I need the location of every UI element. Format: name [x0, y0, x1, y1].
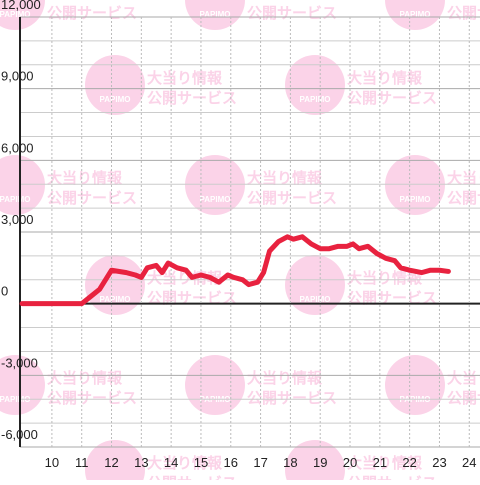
x-tick-label: 17: [253, 455, 267, 470]
watermark-brand: PAPIMO: [100, 95, 131, 104]
watermark-text: 公開サービス: [147, 90, 237, 107]
x-tick-label: 24: [462, 455, 476, 470]
watermark-text: 大当り情報: [347, 269, 423, 287]
watermark-text: 大当り情報: [247, 369, 323, 387]
y-tick-label: 6,000: [1, 140, 34, 155]
x-tick-label: 22: [402, 455, 416, 470]
watermark-text: 大当り情報: [47, 169, 123, 187]
watermark-brand: PAPIMO: [300, 295, 331, 304]
watermark-text: 大当り情報: [147, 69, 223, 87]
watermark-circle: [185, 355, 245, 415]
watermark-circle: [285, 255, 345, 315]
watermark-text: 公開サービス: [447, 5, 480, 22]
watermark-brand: PAPIMO: [0, 10, 30, 19]
watermark-text: 大当り情報: [347, 69, 423, 87]
watermark-text: 公開サービス: [247, 390, 337, 407]
watermark-circle: [285, 440, 345, 485]
watermark-brand: PAPIMO: [300, 95, 331, 104]
x-tick-label: 19: [313, 455, 327, 470]
watermark-circle: [385, 355, 445, 415]
watermark-text: 公開サービス: [247, 190, 337, 207]
x-tick-label: 15: [194, 455, 208, 470]
x-tick-label: 16: [224, 455, 238, 470]
x-tick-label: 12: [104, 455, 118, 470]
watermark-text: 公開サービス: [447, 390, 480, 407]
watermark-circle: [0, 0, 45, 30]
watermark-circle: [0, 155, 45, 215]
watermark-circle: [85, 440, 145, 485]
watermark-brand: PAPIMO: [100, 295, 131, 304]
watermark-circle: [85, 55, 145, 115]
watermark-circle: [285, 55, 345, 115]
watermark-brand: PAPIMO: [0, 395, 30, 404]
watermark-text: 公開サービス: [447, 190, 480, 207]
x-tick-label: 23: [432, 455, 446, 470]
y-tick-label: 0: [1, 284, 8, 299]
x-tick-label: 21: [373, 455, 387, 470]
x-tick-label: 13: [134, 455, 148, 470]
watermark-text: 大当り情報: [47, 0, 123, 2]
watermark-brand: PAPIMO: [200, 195, 231, 204]
watermark-text: 大当り情報: [447, 369, 480, 387]
watermark-circle: [185, 155, 245, 215]
watermark-text: 公開サービス: [147, 475, 237, 480]
watermark-text: 公開サービス: [47, 390, 137, 407]
watermark-text: 公開サービス: [347, 90, 437, 107]
watermark-text: 公開サービス: [347, 475, 437, 480]
plot: -6,000-3,00003,0006,0009,00012,000101112…: [1, 0, 477, 470]
x-tick-label: 11: [75, 455, 89, 470]
watermark-text: 大当り情報: [447, 169, 480, 187]
x-tick-label: 18: [283, 455, 297, 470]
line: [19, 234, 451, 307]
y-tick-label: 12,000: [1, 0, 41, 12]
watermark-circle: [385, 155, 445, 215]
watermark-text: 公開サービス: [47, 190, 137, 207]
y-tick-label: 3,000: [1, 212, 34, 227]
watermark-circle: [85, 255, 145, 315]
watermark-brand: PAPIMO: [0, 195, 30, 204]
watermark-text: 大当り情報: [247, 169, 323, 187]
watermark-circle: [185, 0, 245, 30]
watermark-text: 公開サービス: [247, 5, 337, 22]
watermark-text: 大当り情報: [247, 0, 323, 2]
x-tick-label: 20: [343, 455, 357, 470]
watermark-circle: [0, 355, 45, 415]
watermark-text: 大当り情報: [147, 454, 223, 472]
watermark-text: 大当り情報: [447, 0, 480, 2]
watermark-brand: PAPIMO: [400, 195, 431, 204]
watermark-brand: PAPIMO: [200, 10, 231, 19]
y-tick-label: 9,000: [1, 69, 34, 84]
x-tick-label: 10: [45, 455, 59, 470]
watermark-circle: [385, 0, 445, 30]
watermark-text: 公開サービス: [47, 5, 137, 22]
watermark-text: 大当り情報: [347, 454, 423, 472]
x-tick-label: 14: [164, 455, 178, 470]
watermark-brand: PAPIMO: [400, 10, 431, 19]
watermark-text: 大当り情報: [47, 369, 123, 387]
grid: [20, 16, 480, 448]
